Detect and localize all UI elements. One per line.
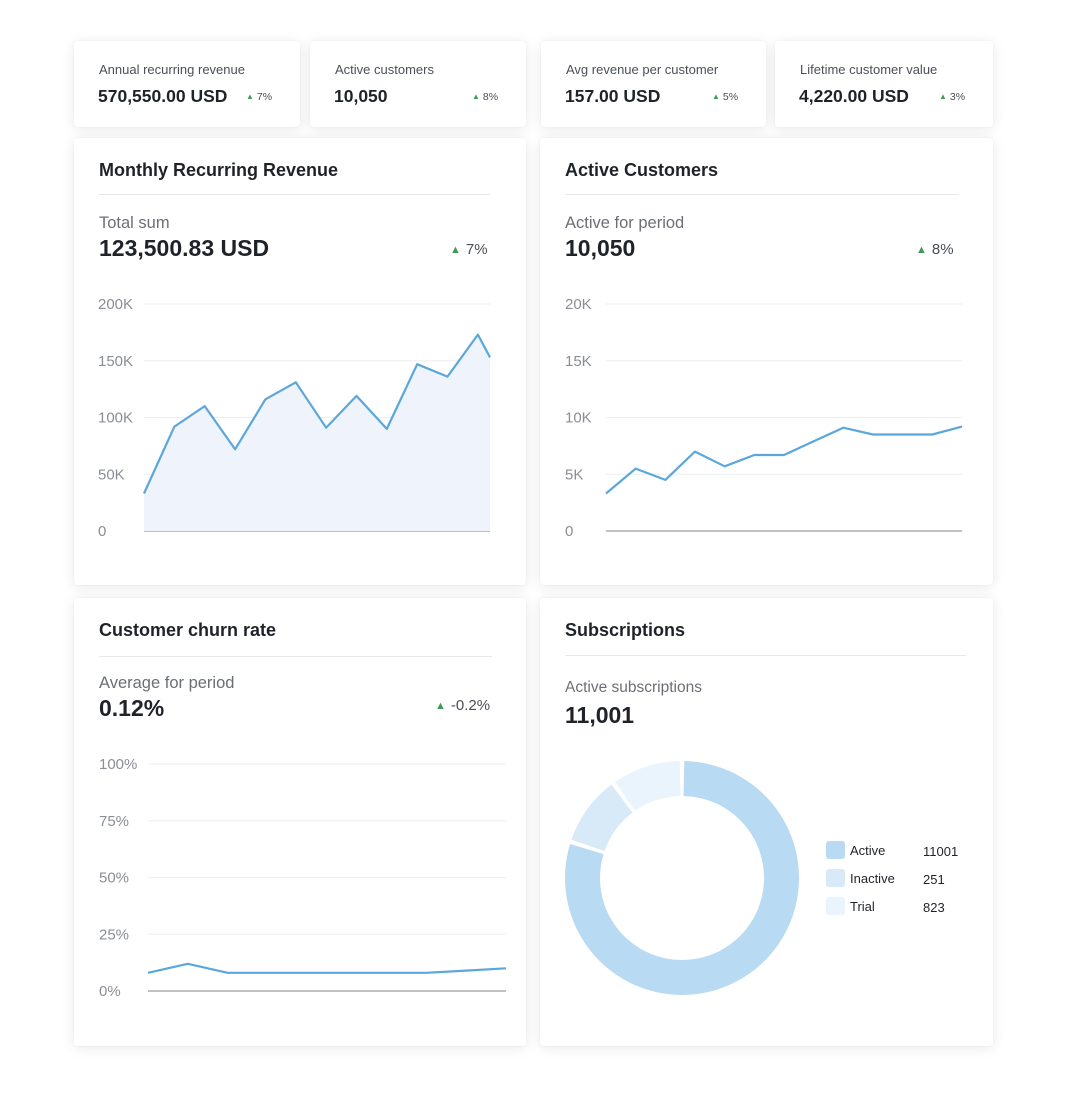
legend-swatch (826, 869, 845, 887)
panel-delta: ▲ 7% (450, 241, 488, 258)
y-tick-label: 0 (565, 523, 573, 540)
divider (99, 656, 492, 657)
y-tick-label: 150K (98, 353, 133, 370)
kpi-value: 10,050 (334, 86, 388, 106)
trend-up-icon: ▲ (939, 92, 947, 101)
kpi-label: Active customers (335, 62, 434, 77)
kpi-card-active-customers[interactable]: Active customers 10,050 ▲ 8% (310, 41, 526, 127)
kpi-card-arr[interactable]: Annual recurring revenue 570,550.00 USD … (74, 41, 300, 127)
panel-title: Subscriptions (565, 620, 686, 640)
trend-up-icon: ▲ (712, 92, 720, 101)
panel-subtitle: Active for period (565, 214, 685, 232)
divider (565, 655, 966, 656)
active-customers-chart: 0 5K 10K 15K 20K (565, 296, 963, 540)
kpi-delta: ▲ 7% (246, 91, 272, 103)
legend-value: 823 (923, 900, 945, 915)
subscriptions-donut-chart: Active 11001 Inactive 251 Trial 823 (565, 761, 958, 995)
donut-slice-active (565, 761, 799, 995)
panel-delta: ▲ 8% (916, 241, 954, 258)
legend-label: Trial (850, 899, 875, 914)
y-tick-label: 25% (99, 926, 129, 943)
y-tick-label: 0 (98, 523, 106, 540)
series-line (605, 425, 963, 495)
y-tick-label: 5K (565, 466, 583, 483)
panel-value: 11,001 (565, 702, 635, 728)
kpi-delta-value: 5% (722, 91, 739, 103)
y-tick-label: 100K (98, 410, 133, 427)
kpi-value: 570,550.00 USD (98, 86, 228, 106)
kpi-card-lifetime-value[interactable]: Lifetime customer value 4,220.00 USD ▲ 3% (775, 41, 993, 127)
trend-up-icon: ▲ (435, 700, 446, 712)
trend-up-icon: ▲ (450, 244, 461, 256)
legend-swatch (826, 897, 845, 915)
y-tick-label: 50K (98, 466, 125, 483)
mrr-panel: Monthly Recurring Revenue Total sum 123,… (74, 138, 526, 585)
kpi-delta-value: 3% (949, 91, 966, 103)
panel-delta-value: -0.2% (450, 697, 491, 714)
y-tick-label: 200K (98, 296, 133, 313)
panel-delta-value: 8% (931, 241, 954, 258)
legend-value: 11001 (923, 844, 958, 859)
kpi-label: Lifetime customer value (800, 62, 938, 77)
series-line (147, 962, 507, 974)
trend-up-icon: ▲ (916, 244, 927, 256)
legend-trial: Trial 823 (826, 897, 945, 915)
panel-delta: ▲ -0.2% (435, 697, 490, 714)
kpi-card-avg-revenue[interactable]: Avg revenue per customer 157.00 USD ▲ 5% (541, 41, 766, 127)
legend-value: 251 (923, 872, 945, 887)
kpi-label: Annual recurring revenue (99, 62, 245, 77)
y-tick-label: 20K (565, 296, 592, 313)
divider (99, 194, 490, 195)
divider (565, 194, 959, 195)
trend-up-icon: ▲ (472, 92, 480, 101)
legend-label: Inactive (850, 871, 895, 886)
active-customers-panel: Active Customers Active for period 10,05… (540, 138, 993, 585)
y-tick-label: 0% (99, 983, 121, 1000)
legend-inactive: Inactive 251 (826, 869, 945, 887)
series-area (144, 334, 490, 531)
kpi-delta-value: 7% (256, 91, 273, 103)
panel-value: 10,050 (565, 235, 636, 261)
y-tick-label: 75% (99, 813, 129, 830)
donut-slice-trial (615, 761, 681, 811)
mrr-chart: 0 50K 100K 150K 200K (98, 296, 491, 540)
trend-up-icon: ▲ (246, 92, 254, 101)
donut-slice-inactive (571, 784, 633, 852)
kpi-delta: ▲ 8% (472, 91, 498, 103)
kpi-delta-value: 8% (482, 91, 499, 103)
panel-value: 123,500.83 USD (99, 235, 270, 261)
y-tick-label: 100% (99, 756, 137, 773)
panel-title: Monthly Recurring Revenue (99, 160, 339, 180)
kpi-delta: ▲ 3% (939, 91, 965, 103)
kpi-value: 157.00 USD (565, 86, 661, 106)
panel-subtitle: Total sum (99, 214, 170, 232)
kpi-label: Avg revenue per customer (566, 62, 719, 77)
subscriptions-panel: Subscriptions Active subscriptions 11,00… (540, 598, 993, 1046)
panel-title: Active Customers (565, 160, 719, 180)
series-line (142, 333, 491, 494)
legend-label: Active (850, 843, 885, 858)
kpi-delta: ▲ 5% (712, 91, 738, 103)
panel-subtitle: Active subscriptions (565, 679, 702, 696)
panel-delta-value: 7% (465, 241, 488, 258)
panel-value: 0.12% (99, 695, 165, 721)
legend-active: Active 11001 (826, 841, 958, 859)
churn-panel: Customer churn rate Average for period 0… (74, 598, 526, 1046)
y-tick-label: 50% (99, 870, 129, 887)
panel-title: Customer churn rate (99, 620, 277, 640)
panel-subtitle: Average for period (99, 674, 235, 692)
churn-chart: 0% 25% 50% 75% 100% (99, 756, 507, 1000)
y-tick-label: 15K (565, 353, 592, 370)
kpi-value: 4,220.00 USD (799, 86, 909, 106)
y-tick-label: 10K (565, 410, 592, 427)
legend-swatch (826, 841, 845, 859)
